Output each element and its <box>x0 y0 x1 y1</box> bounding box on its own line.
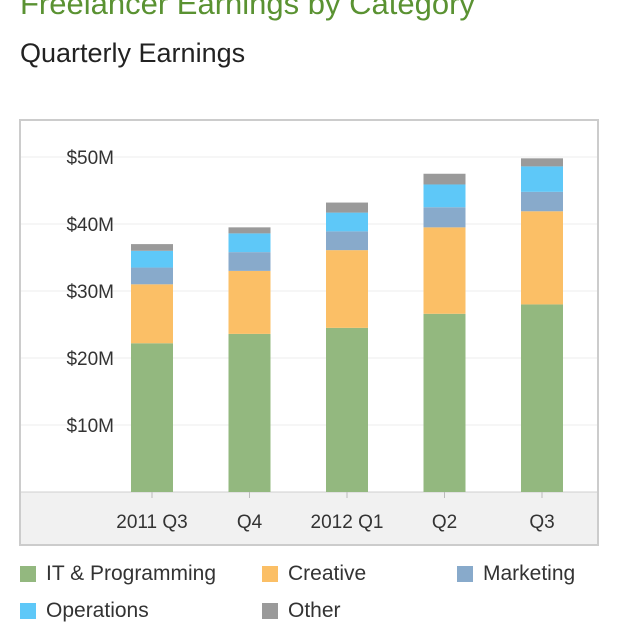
chart-subtitle: Quarterly Earnings <box>20 38 246 68</box>
legend-item: Operations <box>20 599 149 623</box>
legend-item: Marketing <box>457 562 575 586</box>
bar-segment <box>131 343 173 492</box>
legend-item: Creative <box>262 562 366 586</box>
bar-segment <box>521 158 563 167</box>
x-tick-label: Q3 <box>529 512 554 533</box>
y-tick-label: $10M <box>66 416 114 437</box>
x-tick-label: Q4 <box>237 512 263 533</box>
bar-segment <box>228 252 271 271</box>
bar-segment <box>423 173 466 185</box>
y-tick-label: $20M <box>66 349 114 370</box>
x-tick-label: 2012 Q1 <box>311 512 384 533</box>
plot-area-frame <box>19 119 599 546</box>
bar-segment <box>521 304 563 492</box>
bar-segment <box>326 212 368 232</box>
legend-label: Creative <box>288 562 367 585</box>
bar-segment <box>423 313 466 492</box>
legend-swatch <box>262 603 278 619</box>
bar-segment <box>423 207 466 228</box>
legend-label: Other <box>288 599 341 622</box>
y-tick-label: $40M <box>66 215 114 236</box>
legend-item: IT & Programming <box>20 562 216 586</box>
legend-swatch <box>262 566 278 582</box>
chart-title: Freelancer Earnings by Category <box>20 0 475 21</box>
legend-label: Marketing <box>483 562 576 585</box>
legend-swatch <box>20 603 36 619</box>
bar-segment <box>326 202 368 213</box>
bar-segment <box>423 184 466 208</box>
x-axis-ticks: 2011 Q3 Q4 2012 Q1 Q2 Q3 <box>116 492 555 533</box>
legend-swatch <box>457 566 473 582</box>
bar-segment <box>521 191 563 212</box>
bar-segment <box>521 211 563 305</box>
bar-segment <box>131 284 173 344</box>
bar-segment <box>326 231 368 251</box>
bar-segment <box>228 270 271 334</box>
bar-segment <box>326 327 368 492</box>
bar-segment <box>521 166 563 192</box>
legend-label: Operations <box>46 599 149 622</box>
legend-item: Other <box>262 599 341 623</box>
x-tick-label: Q2 <box>432 512 457 533</box>
x-tick-label: 2011 Q3 <box>116 512 187 533</box>
bars <box>131 158 563 492</box>
gridlines <box>21 156 597 426</box>
bar-segment <box>326 250 368 328</box>
bar-segment <box>228 233 271 253</box>
bar-segment <box>131 250 173 268</box>
bar-segment <box>228 333 271 492</box>
legend-label: IT & Programming <box>46 562 216 585</box>
legend-swatch <box>20 566 36 582</box>
y-axis-ticks: $10M $20M $30M $40M $50M <box>66 148 114 437</box>
x-axis-band <box>21 492 597 544</box>
bar-segment <box>131 267 173 285</box>
bar-segment <box>423 227 466 314</box>
bar-segment <box>228 227 271 234</box>
y-tick-label: $50M <box>66 148 114 169</box>
y-tick-label: $30M <box>66 282 114 303</box>
bar-segment <box>131 244 173 251</box>
